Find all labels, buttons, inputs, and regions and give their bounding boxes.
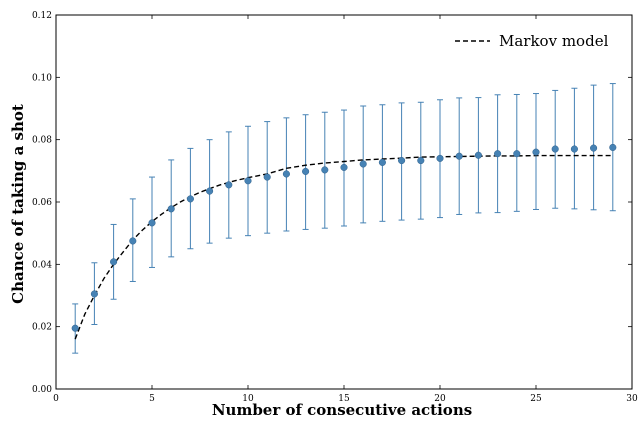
y-tick-label: 0.10 (32, 73, 52, 83)
x-tick-label: 5 (149, 394, 155, 404)
x-tick-label: 20 (434, 394, 446, 404)
data-point (609, 143, 617, 152)
x-axis-title: Number of consecutive actions (212, 401, 472, 419)
data-point (282, 170, 290, 178)
y-tick-label: 0.04 (32, 260, 52, 270)
data-point (436, 154, 444, 162)
data-point (321, 166, 329, 174)
data-point (206, 187, 214, 195)
x-tick-label: 10 (242, 394, 254, 404)
data-point (494, 150, 502, 158)
data-point (302, 167, 310, 176)
data-point (167, 205, 175, 213)
y-axis-title: Chance of taking a shot (9, 104, 27, 304)
data-point (513, 150, 521, 158)
data-point (455, 152, 463, 160)
data-point (590, 144, 598, 152)
x-tick-label: 0 (53, 394, 59, 404)
x-tick-label: 30 (626, 394, 638, 404)
data-point (340, 163, 348, 171)
data-point (378, 158, 386, 166)
data-point (417, 156, 425, 165)
data-point (474, 151, 482, 159)
y-tick-label: 0.02 (32, 323, 52, 333)
data-point (186, 195, 194, 203)
data-point (244, 177, 252, 185)
x-tick-label: 25 (530, 394, 542, 404)
data-point (110, 258, 118, 266)
data-point (398, 156, 406, 165)
y-tick-label: 0.08 (32, 136, 52, 146)
y-tick-label: 0.06 (32, 198, 52, 208)
data-point (71, 324, 79, 332)
x-tick-label: 15 (338, 394, 350, 404)
data-point (90, 290, 98, 298)
y-tick-label: 0.12 (32, 11, 52, 21)
data-point (225, 181, 233, 189)
data-point (551, 145, 559, 153)
markov-model-line (74, 154, 613, 340)
y-tick-label: 0.00 (32, 385, 52, 395)
data-point (148, 219, 156, 227)
data-point (263, 173, 271, 181)
data-point (570, 145, 578, 153)
data-point (532, 148, 540, 156)
data-point (129, 237, 137, 245)
legend-label: Markov model (499, 32, 609, 50)
data-point (359, 160, 367, 168)
